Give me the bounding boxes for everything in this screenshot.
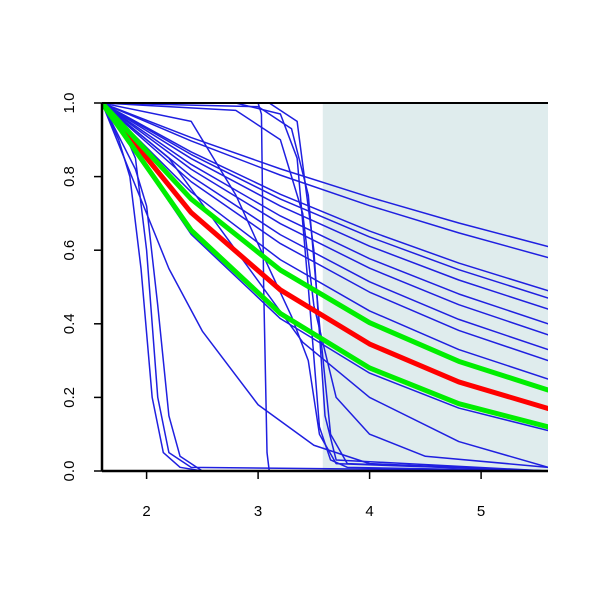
x-tick-label: 2 [142, 503, 150, 520]
series-line [102, 103, 548, 471]
series-line [102, 103, 548, 411]
y-tick-label: 0.6 [61, 240, 78, 261]
series-line [102, 103, 548, 310]
series-line [102, 103, 548, 336]
series-line [102, 103, 548, 430]
series-line [102, 103, 548, 471]
y-tick-label: 0.2 [61, 387, 78, 408]
y-tick-label: 1.0 [61, 93, 78, 114]
y-tick-label: 0.4 [61, 313, 78, 334]
series-line [102, 103, 548, 259]
y-tick-label: 0.0 [61, 461, 78, 482]
axes: 2 3 4 5 0.0 0.2 0.4 0.6 0.8 1.0 [61, 93, 548, 520]
x-tick-label: 4 [365, 503, 373, 520]
series-line [102, 103, 548, 471]
series-line [102, 103, 548, 471]
series-line [102, 103, 548, 469]
series-line [102, 103, 548, 469]
series-line [102, 103, 548, 292]
series-line [102, 103, 548, 380]
series-line [102, 103, 548, 299]
series-line [102, 103, 548, 325]
plot-area [102, 103, 548, 471]
x-tick-label: 3 [254, 503, 262, 520]
series-line [102, 103, 548, 248]
x-tick-label: 5 [477, 503, 485, 520]
series-line [102, 103, 548, 351]
y-tick-label: 0.8 [61, 166, 78, 187]
series-line [102, 103, 548, 393]
series-line [102, 103, 548, 471]
